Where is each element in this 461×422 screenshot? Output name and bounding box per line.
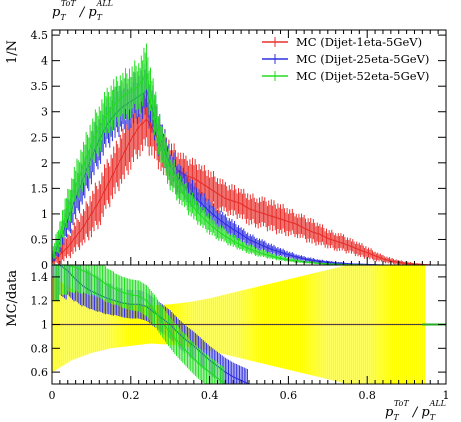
ratio-xtick-label: 0.2 bbox=[122, 389, 140, 402]
ratio-xtick-label: 0 bbox=[49, 389, 56, 402]
main-axis-ticks: 0 0.5 1 1.5 2 2.5 3 3.5 4 4.5 bbox=[31, 29, 447, 272]
main-ytick-label: 2 bbox=[41, 157, 48, 170]
ratio-ytick-label: 1.2 bbox=[31, 295, 49, 308]
ratio-panel: 0.6 0.8 1 1.2 1.4 0 0.2 0.4 0.6 0.8 1 bbox=[31, 264, 450, 402]
legend-label-mc-dijet-52eta-5gev: MC (Dijet-52eta-5GeV) bbox=[296, 69, 429, 83]
ratio-xtick-label: 1 bbox=[443, 389, 450, 402]
main-panel: 0 0.5 1 1.5 2 2.5 3 3.5 4 4.5 bbox=[31, 29, 447, 272]
ratio-ytick-label: 1 bbox=[41, 319, 48, 332]
main-ytick-label: 2.5 bbox=[31, 131, 49, 144]
legend: MC (Dijet-1eta-5GeV) MC (Dijet-25eta-5GeV… bbox=[262, 35, 429, 83]
ratio-xtick-label: 0.4 bbox=[201, 389, 219, 402]
main-ytick-label: 4 bbox=[41, 55, 48, 68]
legend-label-mc-dijet-1eta-5gev: MC (Dijet-1eta-5GeV) bbox=[296, 35, 422, 49]
ratio-xtick-label: 0.8 bbox=[358, 389, 376, 402]
ratio-series-group bbox=[51, 264, 446, 385]
main-ytick-label: 4.5 bbox=[31, 29, 49, 42]
series-mc-dijet-1eta-5gev bbox=[51, 86, 431, 266]
series-mc-dijet-52eta-5gev bbox=[51, 43, 368, 266]
ratio-axis-ticks: 0.6 0.8 1 1.2 1.4 0 0.2 0.4 0.6 0.8 1 bbox=[31, 271, 450, 402]
ratio-line-mc-dijet-52eta-5gev bbox=[52, 264, 226, 385]
legend-label-mc-dijet-25eta-5gev: MC (Dijet-25eta-5GeV) bbox=[296, 52, 429, 66]
series-line-mc-dijet-52eta-5gev bbox=[51, 71, 368, 266]
main-ytick-label: 0.5 bbox=[31, 233, 49, 246]
ratio-xlabel: pTToT / pTALL bbox=[385, 399, 446, 422]
ratio-ylabel: MC/data bbox=[5, 270, 20, 327]
ratio-xtick-label: 0.6 bbox=[280, 389, 298, 402]
main-ytick-label: 3 bbox=[41, 106, 48, 119]
main-ytick-label: 1.5 bbox=[31, 182, 49, 195]
main-ytick-label: 3.5 bbox=[31, 80, 49, 93]
main-top-label: pTToT / pTALL bbox=[52, 0, 113, 22]
ratio-ytick-label: 0.8 bbox=[31, 342, 49, 355]
main-ylabel: 1/N bbox=[5, 40, 20, 64]
main-series-group bbox=[51, 43, 431, 266]
main-ytick-label: 0 bbox=[41, 259, 48, 272]
ratio-ytick-label: 0.6 bbox=[31, 366, 49, 379]
ratio-ytick-label: 1.4 bbox=[31, 271, 49, 284]
main-ytick-label: 1 bbox=[41, 208, 48, 221]
series-line-mc-dijet-1eta-5gev bbox=[51, 118, 431, 266]
